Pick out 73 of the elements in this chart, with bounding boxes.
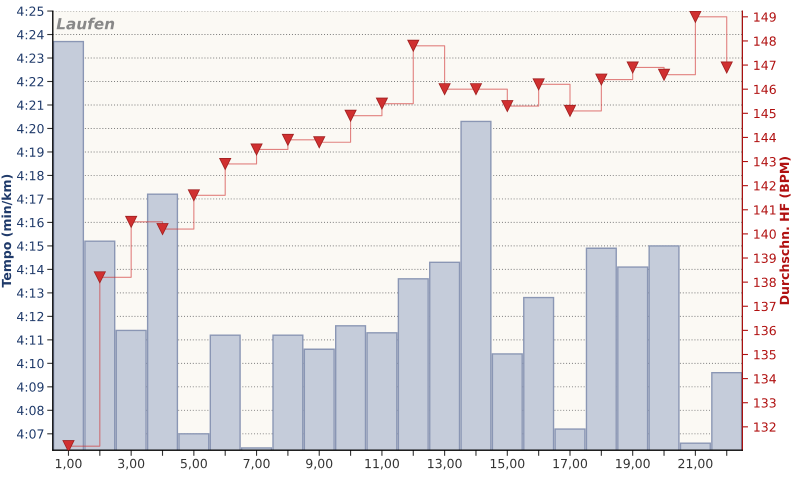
- y-tick-label: 4:23: [17, 53, 44, 63]
- point: [62, 440, 74, 450]
- point: [689, 11, 702, 23]
- y-tick-label: 4:18: [17, 170, 44, 180]
- point: [658, 68, 670, 81]
- y-tick-label: 4:16: [17, 218, 44, 228]
- y2-tick-label: 140: [754, 229, 776, 239]
- y-axis-title: Tempo (min/km): [2, 174, 14, 288]
- y2-tick-label: 146: [754, 84, 776, 94]
- point: [376, 98, 388, 110]
- x-tick-label: 15,00: [490, 458, 524, 470]
- y-tick-label: 4:20: [17, 124, 44, 134]
- y-tick-label: 4:07: [17, 429, 44, 439]
- y2-tick-label: 139: [754, 253, 776, 263]
- x-tick-label: 19,00: [616, 458, 650, 470]
- y2-tick-label: 134: [754, 374, 776, 384]
- point: [313, 136, 326, 148]
- point: [282, 134, 294, 146]
- y2-tick-label: 149: [754, 12, 776, 22]
- x-tick-label: 1,00: [56, 458, 82, 470]
- y-tick-label: 4:12: [17, 312, 44, 322]
- point: [188, 189, 200, 202]
- point: [720, 62, 733, 74]
- x-tick-label: 21,00: [678, 458, 712, 470]
- y2-tick-label: 141: [754, 205, 776, 215]
- point: [470, 83, 482, 96]
- y-tick-label: 4:19: [17, 147, 44, 157]
- point: [564, 104, 576, 117]
- y2-axis-title: Durchschn. HF (BPM): [779, 157, 791, 304]
- y2-tick-label: 138: [754, 278, 776, 288]
- y-tick-label: 4:09: [17, 382, 44, 392]
- y-tick-label: 4:24: [17, 30, 44, 40]
- y2-tick-label: 135: [754, 350, 776, 360]
- x-tick-label: 7,00: [244, 458, 270, 470]
- y-tick-label: 4:17: [17, 194, 44, 204]
- y2-tick-label: 143: [754, 157, 776, 166]
- point: [344, 110, 357, 122]
- y2-tick-label: 145: [754, 108, 776, 118]
- y-tick-label: 4:08: [17, 406, 44, 416]
- point: [219, 158, 232, 170]
- point: [250, 144, 263, 156]
- x-tick-label: 13,00: [428, 458, 462, 470]
- point: [626, 62, 639, 74]
- y-tick-label: 4:21: [17, 100, 44, 110]
- y-tick-label: 4:25: [17, 6, 44, 16]
- y2-tick-label: 147: [754, 60, 776, 70]
- y-tick-label: 4:22: [17, 76, 44, 86]
- point: [156, 223, 168, 236]
- y2-tick-label: 133: [754, 398, 776, 408]
- x-tick-label: 11,00: [365, 458, 399, 470]
- y-tick-label: 4:11: [17, 335, 44, 345]
- point: [501, 100, 514, 112]
- point: [94, 271, 106, 284]
- y-tick-label: 4:10: [17, 358, 44, 368]
- x-tick-label: 5,00: [180, 458, 207, 470]
- point: [125, 216, 138, 228]
- y2-tick-label: 148: [754, 36, 776, 46]
- point: [532, 78, 545, 90]
- point: [595, 74, 608, 86]
- chart-title: Laufen: [56, 18, 114, 30]
- y2-tick-label: 132: [754, 422, 776, 432]
- point: [407, 40, 420, 52]
- y-tick-label: 4:14: [17, 265, 44, 274]
- y2-tick-label: 142: [754, 181, 776, 190]
- x-tick-label: 9,00: [306, 458, 332, 470]
- y2-tick-label: 136: [754, 326, 776, 336]
- point: [438, 83, 451, 96]
- y-tick-label: 4:15: [17, 242, 44, 251]
- x-tick-label: 17,00: [553, 458, 588, 470]
- x-tick-label: 3,00: [118, 458, 144, 470]
- y2-tick-label: 137: [754, 302, 776, 312]
- y2-tick-label: 144: [754, 133, 776, 142]
- y-tick-label: 4:13: [17, 288, 44, 298]
